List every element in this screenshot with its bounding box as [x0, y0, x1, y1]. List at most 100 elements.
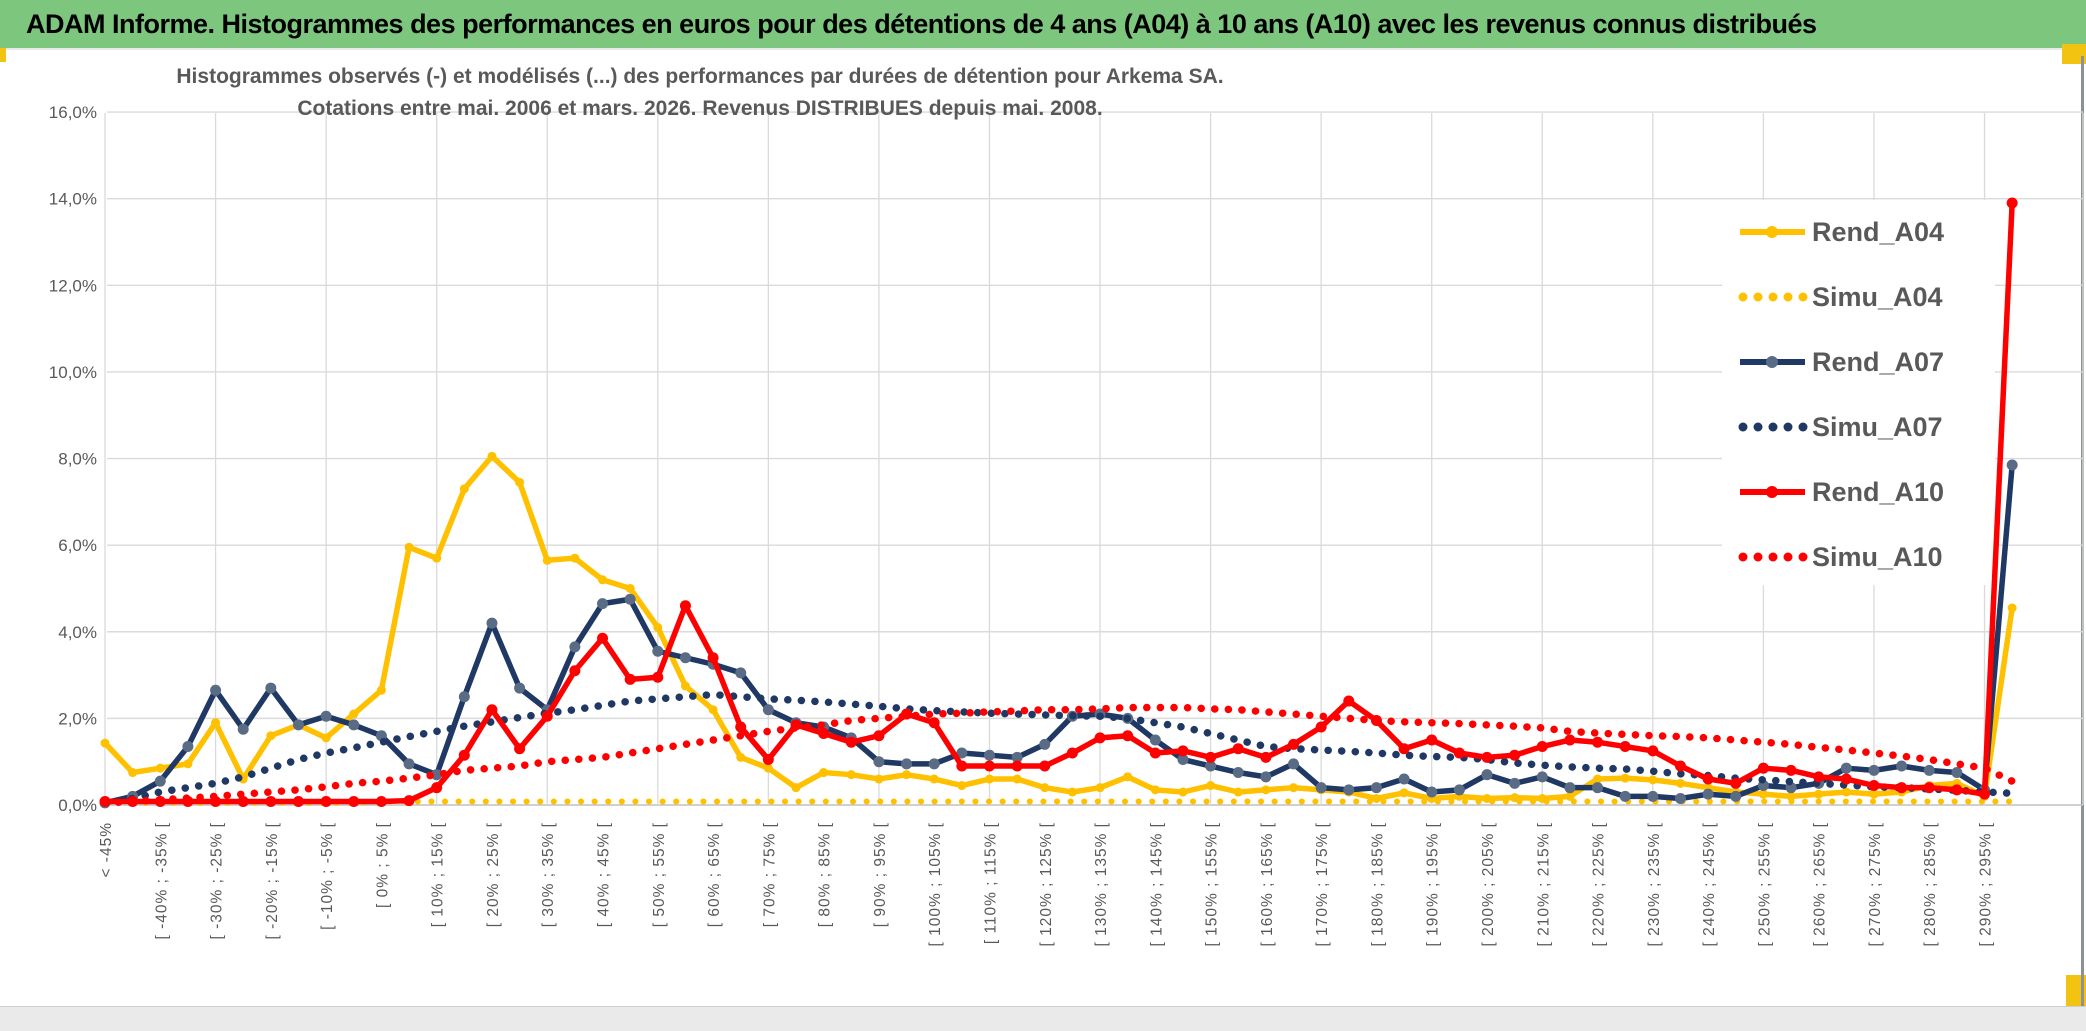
x-axis-tick-label: [ 50% ; 55% [ — [651, 822, 668, 927]
series-marker-rend_a10 — [1564, 734, 1576, 746]
series-marker-rend_a10 — [1343, 695, 1355, 707]
series-marker-rend_a10 — [2006, 197, 2018, 209]
x-axis-tick-label: [ 60% ; 65% [ — [706, 822, 723, 927]
series-marker-rend_a10 — [1288, 738, 1300, 750]
legend-background — [1722, 200, 1995, 585]
x-axis-tick-label: [ 210% ; 215% [ — [1535, 822, 1552, 946]
series-marker-rend_a07 — [928, 758, 940, 770]
series-marker-rend_a07 — [486, 617, 498, 629]
series-marker-rend_a10 — [431, 782, 443, 794]
legend-dot-sample — [1753, 422, 1763, 432]
series-marker-rend_a10 — [1260, 751, 1272, 763]
legend-dot-sample — [1798, 552, 1808, 562]
series-marker-rend_a07 — [182, 741, 194, 753]
x-axis-tick-label: [ 250% ; 255% [ — [1756, 822, 1773, 946]
yellow-corner-accent-top-left — [0, 48, 6, 62]
series-marker-rend_a07 — [1481, 769, 1493, 781]
series-marker-rend_a04 — [1814, 789, 1824, 799]
series-marker-rend_a07 — [624, 593, 636, 605]
window-bottom-strip — [0, 1006, 2086, 1031]
legend-marker-sample — [1766, 226, 1778, 238]
series-marker-rend_a07 — [348, 719, 360, 731]
series-marker-rend_a10 — [707, 652, 719, 664]
series-marker-rend_a07 — [237, 723, 249, 735]
chart-subtitle: Cotations entre mai. 2006 et mars. 2026.… — [297, 97, 1102, 120]
x-axis-tick-label: < -45% — [98, 822, 115, 878]
series-marker-rend_a07 — [1840, 762, 1852, 774]
series-marker-rend_a07 — [320, 710, 332, 722]
series-marker-rend_a04 — [929, 774, 939, 784]
x-axis-tick-label: [ 270% ; 275% [ — [1867, 822, 1884, 946]
legend-label: Simu_A10 — [1812, 542, 1943, 572]
y-axis-tick-label: 6,0% — [58, 536, 97, 555]
x-axis-tick-label: [ 0% ; 5% [ — [374, 822, 391, 908]
series-marker-rend_a10 — [873, 730, 885, 742]
series-marker-rend_a10 — [818, 728, 830, 740]
legend-item-rend_a07[interactable]: Rend_A07 — [1740, 347, 1944, 377]
series-marker-rend_a04 — [1648, 775, 1658, 785]
x-axis-tick-label: [ 160% ; 165% [ — [1259, 822, 1276, 946]
series-marker-rend_a10 — [928, 717, 940, 729]
series-marker-rend_a07 — [1868, 764, 1880, 776]
series-marker-rend_a04 — [211, 718, 221, 728]
legend-label: Simu_A07 — [1812, 412, 1943, 442]
series-marker-rend_a07 — [1205, 760, 1217, 772]
x-axis-tick-label: [ 220% ; 225% [ — [1591, 822, 1608, 946]
series-marker-rend_a07 — [210, 684, 222, 696]
series-marker-rend_a07 — [292, 719, 304, 731]
series-marker-rend_a04 — [487, 451, 497, 461]
series-marker-rend_a04 — [183, 759, 193, 769]
series-marker-rend_a07 — [1536, 771, 1548, 783]
series-marker-rend_a07 — [1619, 790, 1631, 802]
legend-item-simu_a07[interactable]: Simu_A07 — [1738, 412, 1943, 442]
legend-dot-sample — [1768, 422, 1778, 432]
series-marker-rend_a04 — [1206, 781, 1216, 791]
y-axis-tick-label: 10,0% — [49, 363, 97, 382]
series-marker-rend_a10 — [762, 754, 774, 766]
series-marker-rend_a07 — [1370, 782, 1382, 794]
legend-item-rend_a10[interactable]: Rend_A10 — [1740, 477, 1944, 507]
legend-dot-sample — [1783, 422, 1793, 432]
series-marker-rend_a07 — [679, 652, 691, 664]
series-marker-rend_a10 — [1398, 743, 1410, 755]
x-axis-tick-label: [ 140% ; 145% [ — [1148, 822, 1165, 946]
series-marker-rend_a07 — [735, 667, 747, 679]
y-axis-tick-label: 8,0% — [58, 450, 97, 469]
x-axis-tick-label: [ 260% ; 265% [ — [1812, 822, 1829, 946]
series-marker-rend_a04 — [1841, 787, 1851, 797]
series-marker-rend_a10 — [1509, 749, 1521, 761]
series-marker-rend_a07 — [1674, 793, 1686, 805]
series-marker-rend_a04 — [1178, 787, 1188, 797]
chart-title: Histogrammes observés (-) et modélisés (… — [176, 65, 1223, 88]
series-marker-rend_a04 — [736, 752, 746, 762]
series-marker-rend_a07 — [1453, 784, 1465, 796]
series-marker-rend_a04 — [625, 583, 635, 593]
series-marker-rend_a07 — [1011, 751, 1023, 763]
y-axis-tick-label: 12,0% — [49, 276, 97, 295]
legend-item-simu_a04[interactable]: Simu_A04 — [1738, 282, 1943, 312]
series-marker-rend_a10 — [1923, 782, 1935, 794]
series-marker-rend_a04 — [515, 477, 525, 487]
series-marker-rend_a07 — [1039, 738, 1051, 750]
series-marker-rend_a10 — [375, 796, 387, 808]
series-marker-rend_a10 — [1177, 745, 1189, 757]
legend-label: Simu_A04 — [1812, 282, 1943, 312]
series-marker-rend_a04 — [321, 733, 331, 743]
series-marker-rend_a04 — [1067, 787, 1077, 797]
legend-dot-sample — [1798, 292, 1808, 302]
series-marker-rend_a07 — [1260, 771, 1272, 783]
series-marker-rend_a07 — [1509, 777, 1521, 789]
header-banner: ADAM Informe. Histogrammes des performan… — [0, 0, 2086, 48]
series-marker-rend_a10 — [1011, 760, 1023, 772]
legend-item-simu_a10[interactable]: Simu_A10 — [1738, 542, 1943, 572]
x-axis-tick-label: [ 40% ; 45% [ — [596, 822, 613, 927]
series-marker-rend_a10 — [956, 760, 968, 772]
series-marker-rend_a07 — [1592, 782, 1604, 794]
legend-item-rend_a04[interactable]: Rend_A04 — [1740, 217, 1944, 247]
series-marker-rend_a04 — [1786, 791, 1796, 801]
x-axis-tick-label: [ 120% ; 125% [ — [1038, 822, 1055, 946]
legend-dot-sample — [1753, 292, 1763, 302]
series-marker-rend_a10 — [1039, 760, 1051, 772]
series-marker-rend_a04 — [2007, 603, 2017, 613]
performance-histogram-chart[interactable]: 0,0% 2,0% 4,0% 6,0% 8,0% 10,0% 12,0% 14,0% 16,0%… — [0, 50, 2086, 1031]
